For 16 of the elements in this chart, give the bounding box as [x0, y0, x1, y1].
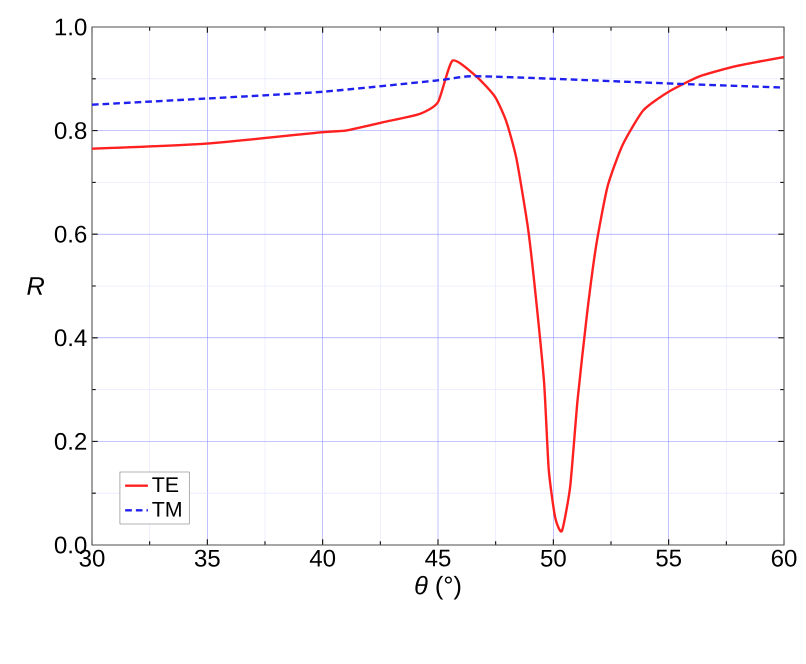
x-tick-label: 50	[540, 550, 566, 567]
x-tick-label: 40	[310, 550, 336, 567]
y-axis-title: R	[27, 277, 44, 295]
y-tick-label: 1.0	[56, 18, 86, 36]
line-series	[92, 56, 784, 532]
x-tick-label: 35	[194, 550, 220, 567]
x-axis-title: θ (°)	[415, 576, 460, 600]
x-tick-label: 60	[772, 550, 796, 567]
y-tick-label: 0.6	[54, 226, 86, 243]
y-tick-label: 0.4	[54, 329, 87, 346]
x-tick-label: 45	[425, 550, 450, 566]
y-tick-label: 0.2	[54, 432, 86, 450]
legend-label: TE	[152, 477, 178, 492]
legend-label: TM	[152, 502, 181, 517]
x-tick-label: 55	[656, 550, 682, 566]
y-tick-label: 0.8	[54, 122, 86, 140]
